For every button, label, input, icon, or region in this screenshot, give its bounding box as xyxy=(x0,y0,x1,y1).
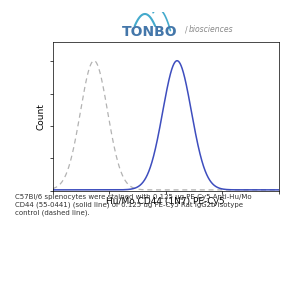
X-axis label: Hu/Mo CD44 (1N7) PE-Cy5: Hu/Mo CD44 (1N7) PE-Cy5 xyxy=(106,197,225,206)
Y-axis label: Count: Count xyxy=(37,103,46,130)
Text: /: / xyxy=(185,26,188,34)
Text: biosciences: biosciences xyxy=(188,26,233,34)
Text: C57Bl/6 splenocytes were stained with 0.125 ug PE-Cy5 Anti-Hu/Mo
CD44 (55-0441) : C57Bl/6 splenocytes were stained with 0.… xyxy=(15,194,252,217)
Text: TONBO: TONBO xyxy=(122,26,178,40)
